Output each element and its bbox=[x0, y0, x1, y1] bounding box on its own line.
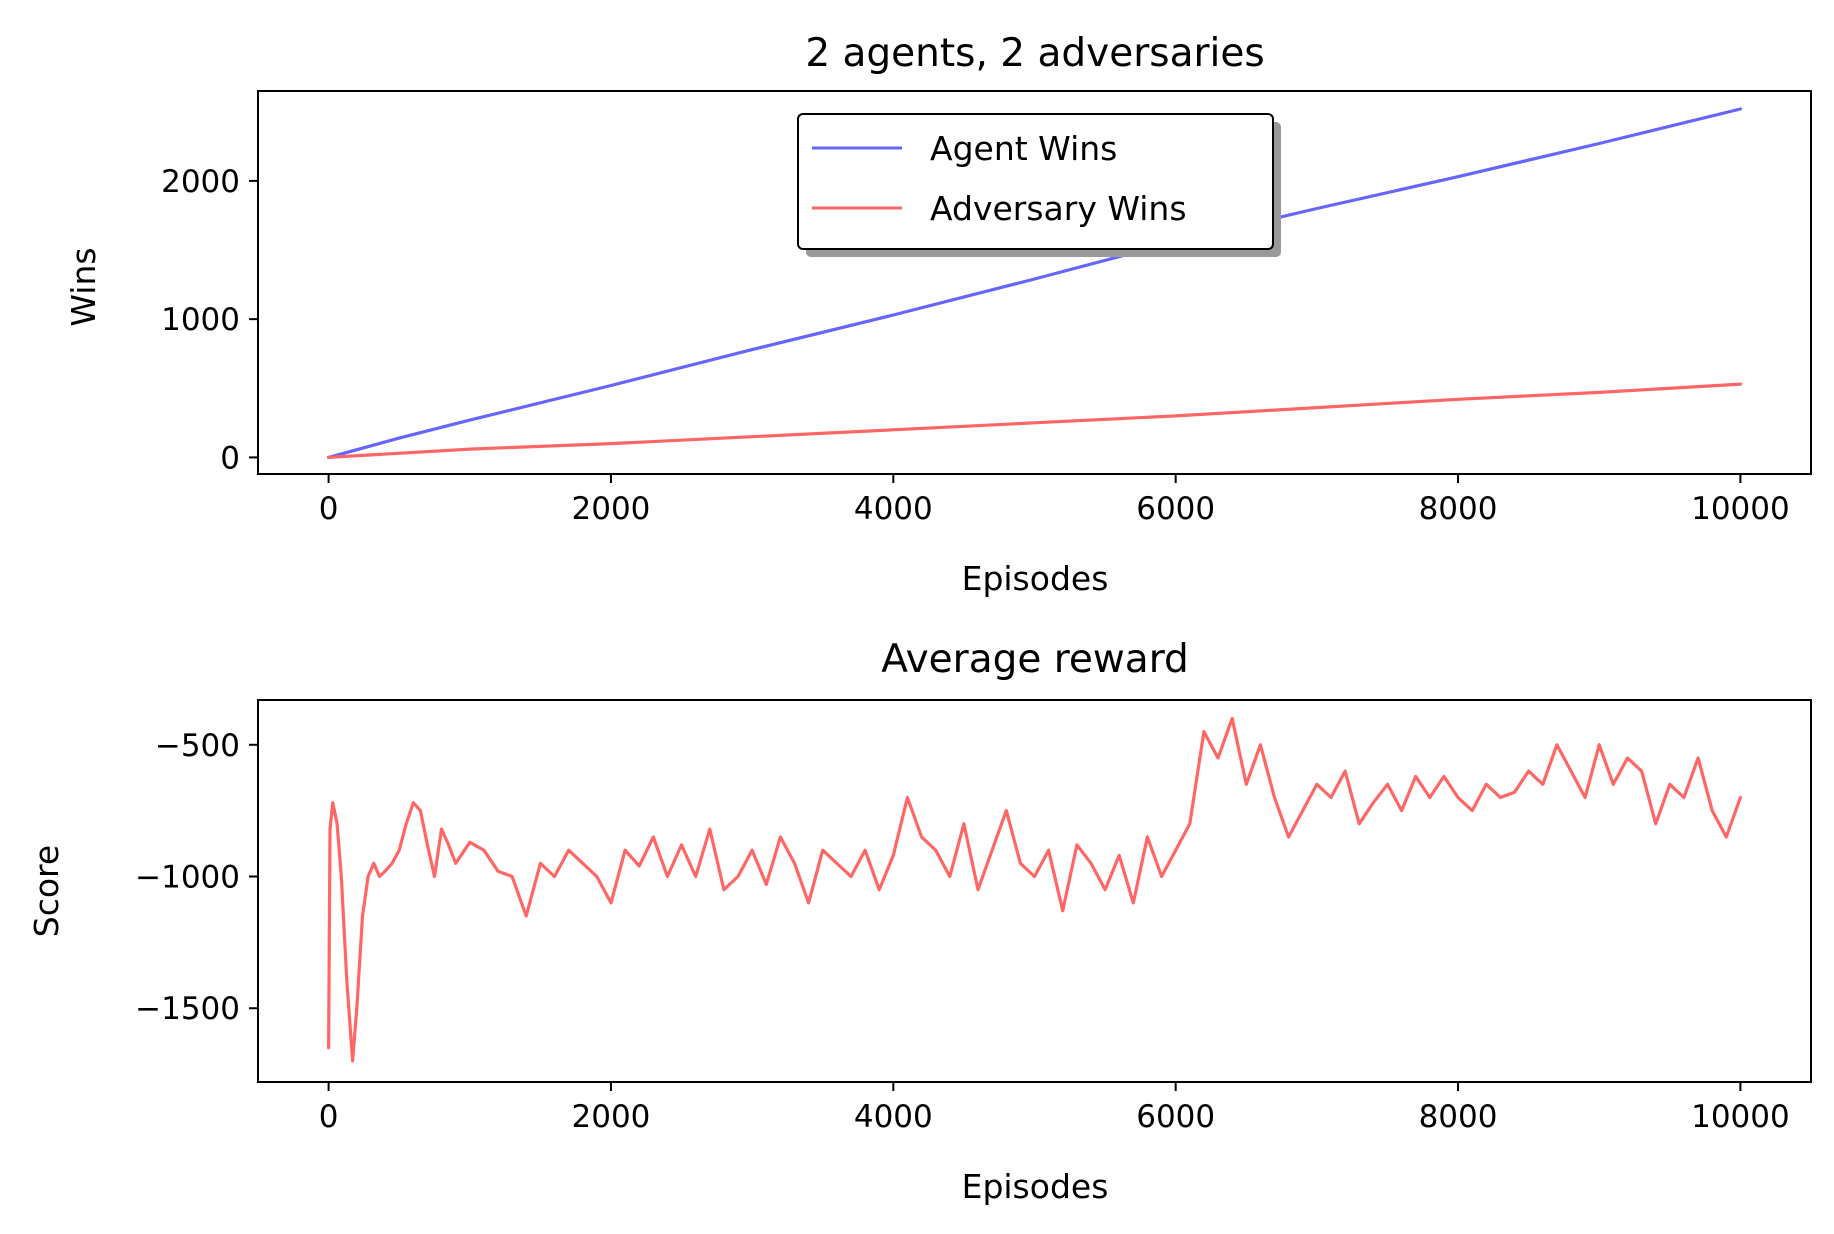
chart-title: 2 agents, 2 adversaries bbox=[805, 31, 1264, 76]
x-tick-label: 0 bbox=[319, 1099, 339, 1135]
legend-label-adversary: Adversary Wins bbox=[930, 189, 1187, 228]
y-axis-label: Score bbox=[27, 845, 66, 937]
x-tick-label: 6000 bbox=[1136, 491, 1215, 527]
x-axis-label: Episodes bbox=[962, 1167, 1109, 1206]
x-tick-label: 6000 bbox=[1136, 1099, 1215, 1135]
series-line-0 bbox=[327, 716, 1743, 1063]
y-tick-label: −1500 bbox=[135, 991, 240, 1027]
y-ticks: −500 −1000 −1500 bbox=[135, 728, 258, 1027]
x-tick-label: 2000 bbox=[572, 491, 651, 527]
x-tick-label: 10000 bbox=[1691, 491, 1790, 527]
x-axis-label: Episodes bbox=[962, 559, 1109, 598]
legend: Agent Wins Adversary Wins bbox=[797, 113, 1281, 257]
legend-box bbox=[797, 113, 1274, 250]
chart-title: Average reward bbox=[881, 637, 1189, 682]
x-tick-label: 4000 bbox=[854, 491, 933, 527]
x-ticks: 0 2000 4000 6000 8000 10000 bbox=[319, 474, 1790, 527]
series-layer bbox=[327, 107, 1743, 459]
x-tick-label: 4000 bbox=[854, 1099, 933, 1135]
plot-area: 0 2000 4000 6000 8000 10000 −500 −1000 −1500 bbox=[135, 699, 1812, 1135]
wins-chart: 2 agents, 2 adversaries 0 2000 4000 6000 800… bbox=[64, 31, 1812, 598]
legend-label-agent: Agent Wins bbox=[930, 129, 1117, 168]
x-tick-label: 8000 bbox=[1419, 1099, 1498, 1135]
axes-frame bbox=[257, 90, 1812, 475]
series-layer bbox=[327, 716, 1743, 1063]
series-line-0 bbox=[327, 107, 1743, 459]
y-tick-label: 2000 bbox=[161, 164, 240, 200]
x-ticks: 0 2000 4000 6000 8000 10000 bbox=[319, 1082, 1790, 1135]
x-tick-label: 2000 bbox=[572, 1099, 651, 1135]
y-axis-label: Wins bbox=[64, 247, 103, 326]
reward-chart: Average reward 0 2000 4000 6000 8000 10000 −5… bbox=[27, 637, 1812, 1206]
x-tick-label: 0 bbox=[319, 491, 339, 527]
y-tick-label: −500 bbox=[155, 728, 240, 764]
x-tick-label: 8000 bbox=[1419, 491, 1498, 527]
plot-area: 0 2000 4000 6000 8000 10000 0 1000 2000 bbox=[161, 90, 1812, 527]
y-tick-label: −1000 bbox=[135, 860, 240, 896]
y-tick-label: 0 bbox=[220, 440, 240, 476]
y-tick-label: 1000 bbox=[161, 302, 240, 338]
series-line-1 bbox=[327, 382, 1743, 459]
x-tick-label: 10000 bbox=[1691, 1099, 1790, 1135]
y-ticks: 0 1000 2000 bbox=[161, 164, 258, 476]
axes-frame bbox=[257, 699, 1812, 1083]
